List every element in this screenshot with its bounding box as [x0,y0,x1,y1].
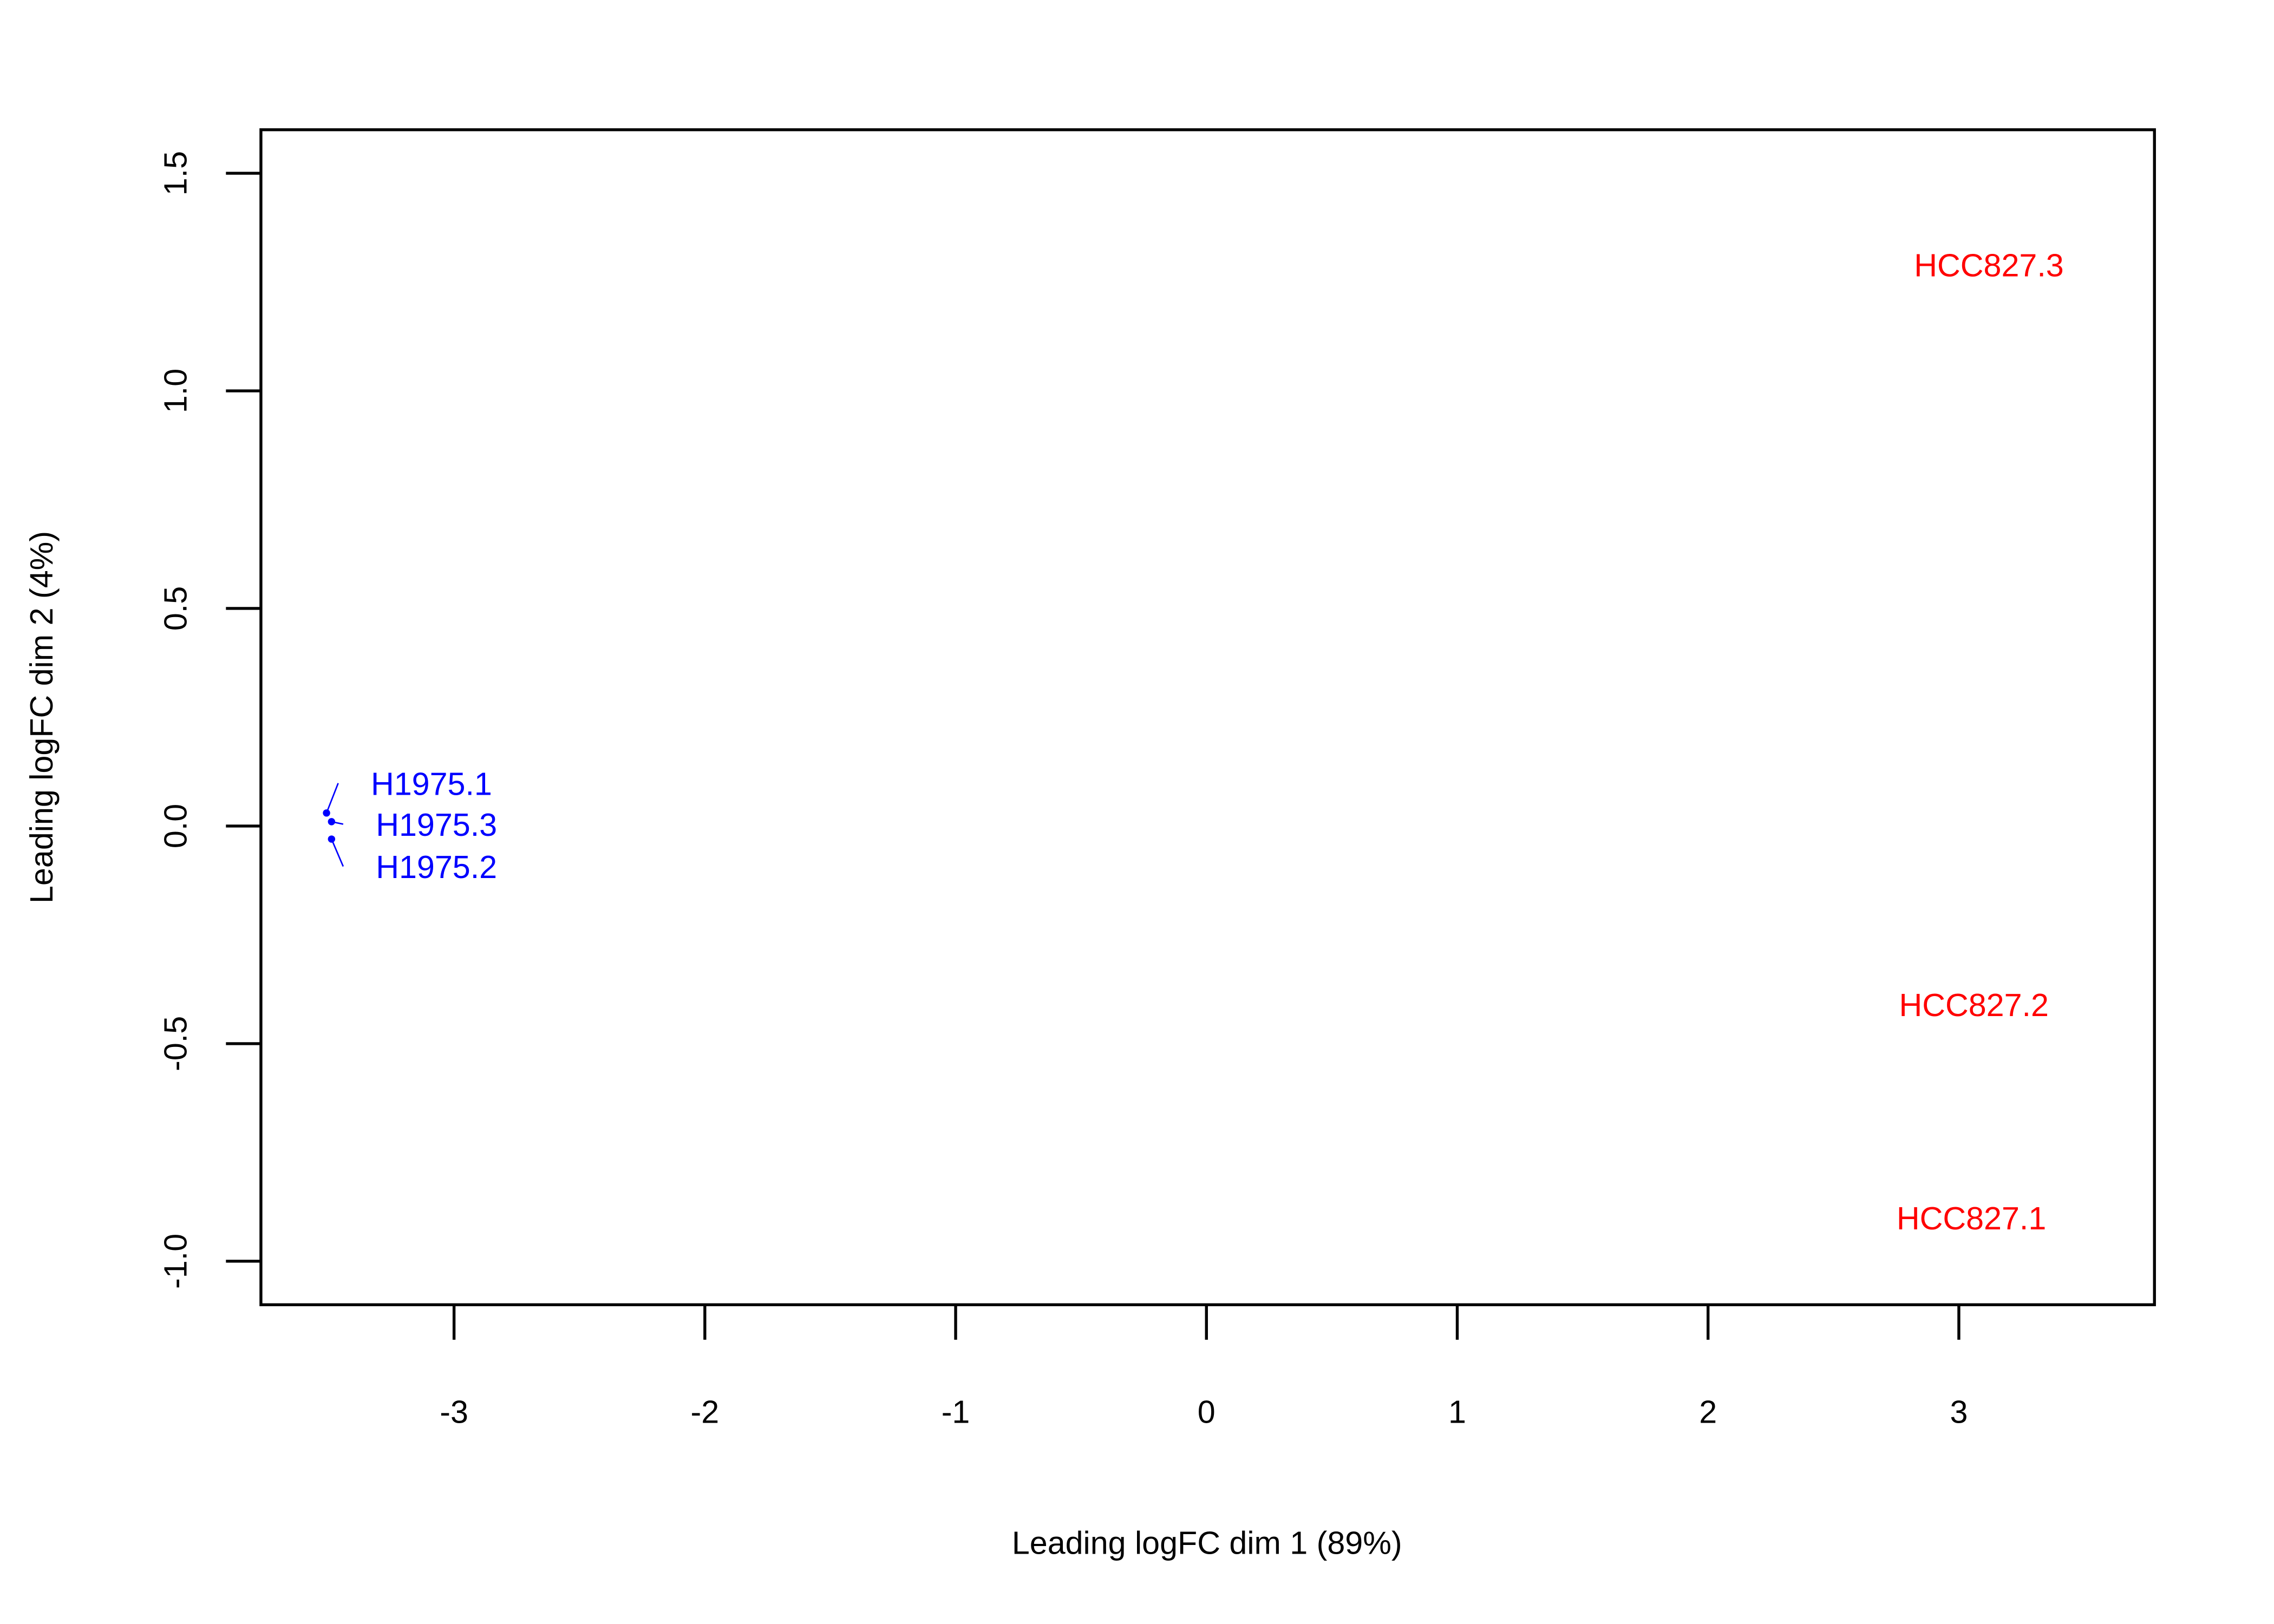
x-tick-label: 1 [1448,1393,1466,1430]
point-label: H1975.2 [376,849,497,885]
label-leaders [323,783,344,867]
point-label: HCC827.1 [1897,1200,2046,1236]
point-label: HCC827.3 [1914,247,2063,283]
point-label: H1975.1 [371,765,492,802]
label-leader-line [331,839,344,867]
x-axis-label: Leading logFC dim 1 (89%) [1012,1525,1402,1561]
x-tick-label: 0 [1198,1393,1216,1430]
plot-frame [259,128,2156,1306]
y-tick-label: 1.5 [158,151,194,195]
y-tick-label: -0.5 [158,1016,194,1071]
x-tick-label: -1 [942,1393,970,1430]
label-leader-line [331,821,344,825]
y-tick-label: 0.5 [158,586,194,631]
point-label: HCC827.2 [1899,987,2048,1023]
label-leader-line [325,783,339,814]
x-tick-label: 2 [1699,1393,1717,1430]
y-axis-label: Leading logFC dim 2 (4%) [23,531,60,903]
y-tick-label: 1.0 [158,369,194,413]
points: H1975.1 H1975.3 H1975.2 HCC827.3 HCC827.2 HCC… [371,247,2064,1236]
point-label: H1975.3 [376,807,497,843]
y-axis: -1.0 -0.5 0.0 0.5 1.0 1.5 [158,151,261,1289]
y-tick-label: 0.0 [158,804,194,848]
x-tick-label: 3 [1950,1393,1968,1430]
x-axis: -3 -2 -1 0 1 2 3 [440,1305,1968,1430]
y-tick-label: -1.0 [158,1234,194,1289]
x-tick-label: -2 [690,1393,719,1430]
x-tick-label: -3 [440,1393,468,1430]
